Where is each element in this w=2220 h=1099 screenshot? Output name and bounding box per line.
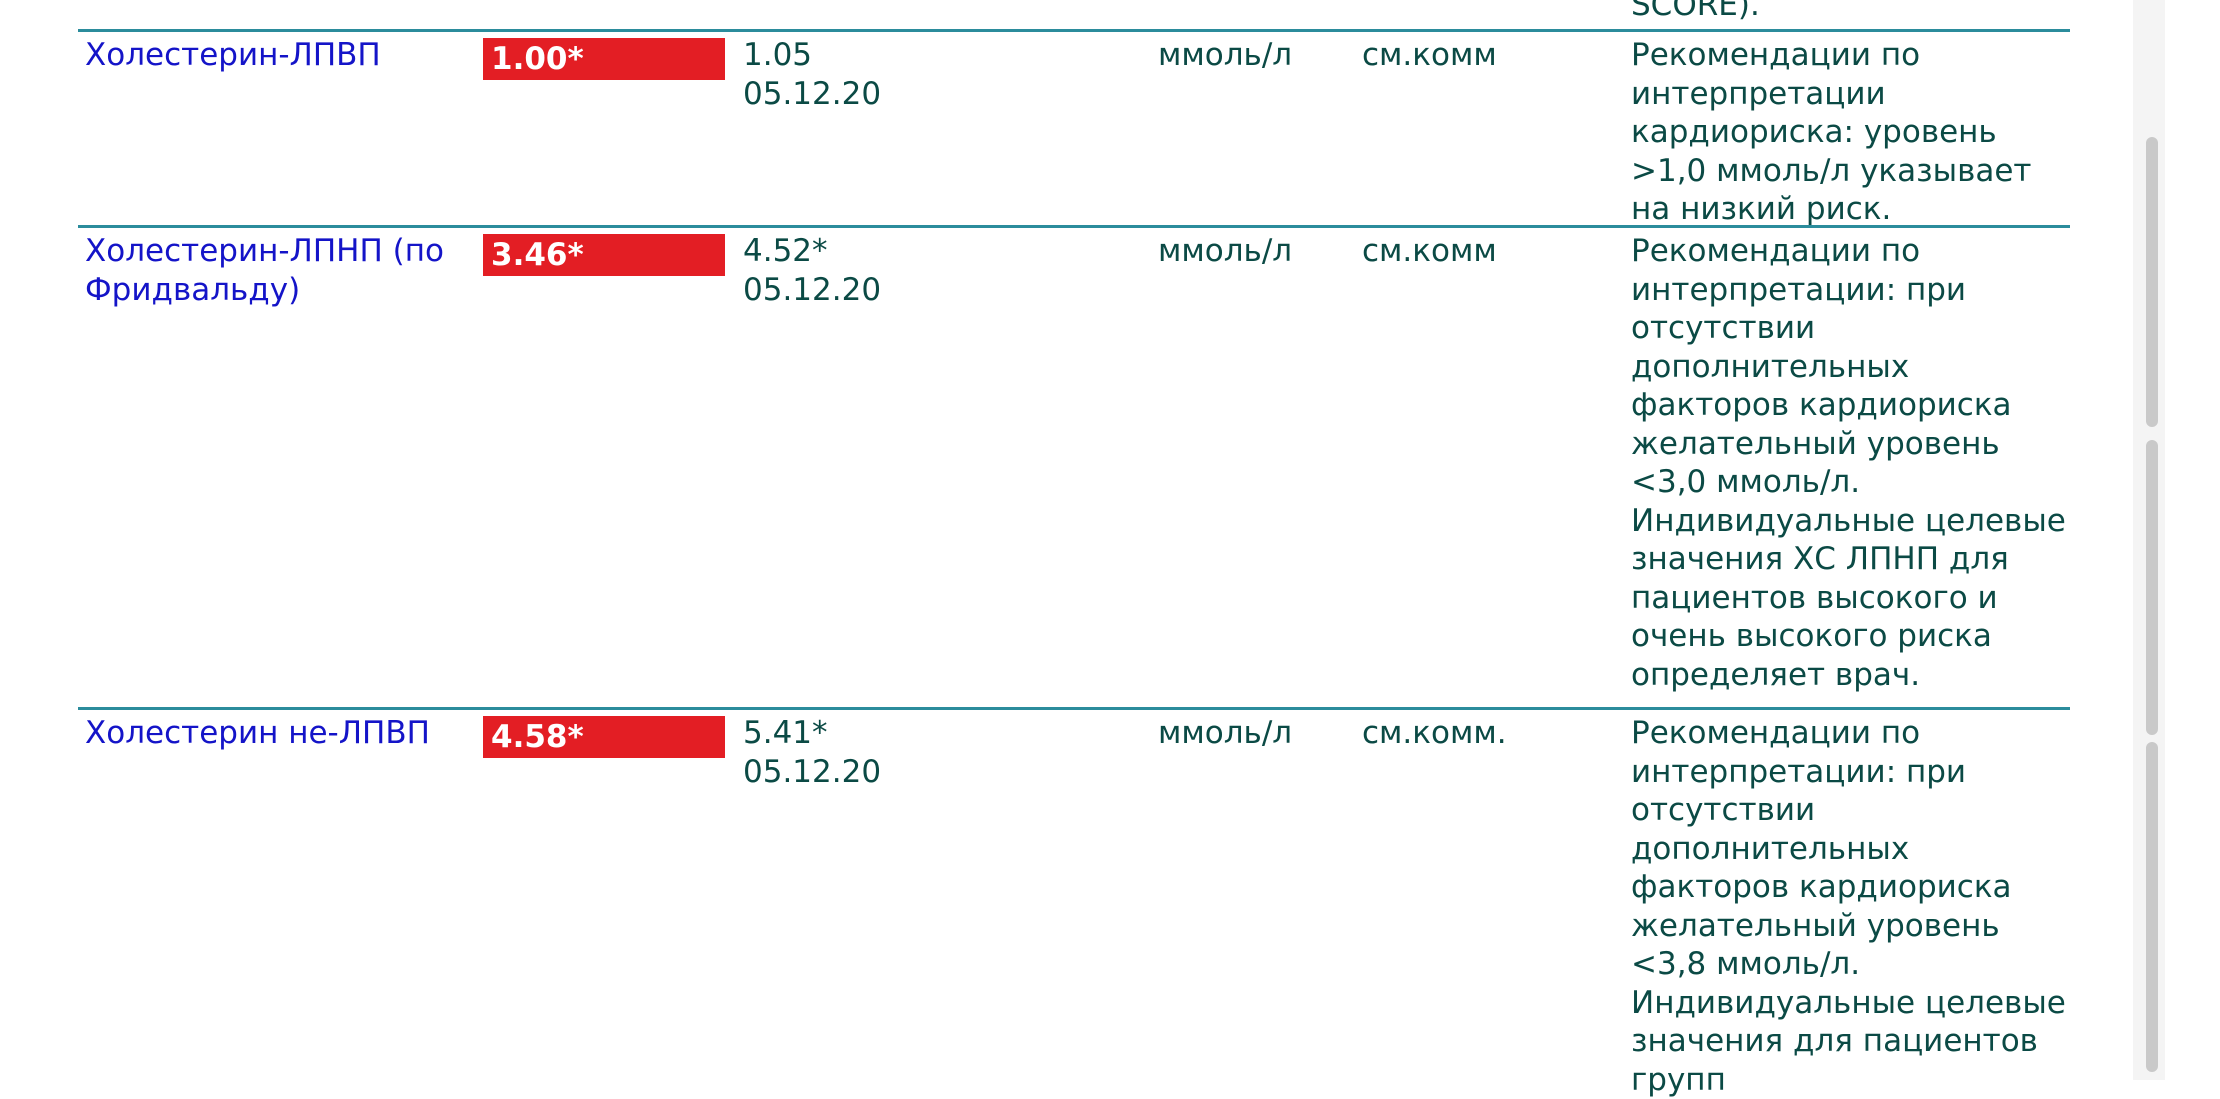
result-flag: 4.58* xyxy=(483,716,725,758)
reference: см.комм xyxy=(1362,37,1497,73)
test-name-link[interactable]: Холестерин-ЛПНП (по Фридвальду) xyxy=(85,233,444,308)
previous-date: 05.12.20 xyxy=(743,753,882,790)
unit: ммоль/л xyxy=(1158,37,1293,73)
comment: Рекомендации по интерпретации: при отсут… xyxy=(1631,233,2066,693)
previous-value: 1.05 xyxy=(743,37,813,73)
test-name-link[interactable]: Холестерин не-ЛПВП xyxy=(85,715,430,751)
comment-fragment: SCORE). xyxy=(1631,0,1760,23)
comment: Рекомендации по интерпретации кардиориск… xyxy=(1631,37,2032,227)
row-divider xyxy=(78,29,2070,32)
scrollbar-thumb[interactable] xyxy=(2146,440,2158,735)
previous-value: 4.52* xyxy=(743,233,828,269)
scrollbar-thumb[interactable] xyxy=(2146,742,2158,1072)
scrollbar-track[interactable] xyxy=(2133,0,2165,1080)
unit: ммоль/л xyxy=(1158,233,1293,269)
comment: Рекомендации по интерпретации: при отсут… xyxy=(1631,715,2066,1098)
previous-result: 5.41* 05.12.20 xyxy=(743,714,881,791)
previous-result: 1.05 05.12.20 xyxy=(743,36,881,113)
previous-result: 4.52* 05.12.20 xyxy=(743,232,881,309)
result-flag: 3.46* xyxy=(483,234,725,276)
scrollbar-thumb[interactable] xyxy=(2146,137,2158,427)
unit: ммоль/л xyxy=(1158,715,1293,751)
row-divider xyxy=(78,707,2070,710)
test-name-link[interactable]: Холестерин-ЛПВП xyxy=(85,37,381,73)
previous-date: 05.12.20 xyxy=(743,75,882,112)
previous-date: 05.12.20 xyxy=(743,271,882,308)
previous-value: 5.41* xyxy=(743,715,828,751)
result-flag: 1.00* xyxy=(483,38,725,80)
reference: см.комм xyxy=(1362,233,1497,269)
reference: см.комм. xyxy=(1362,715,1507,751)
row-divider xyxy=(78,225,2070,228)
